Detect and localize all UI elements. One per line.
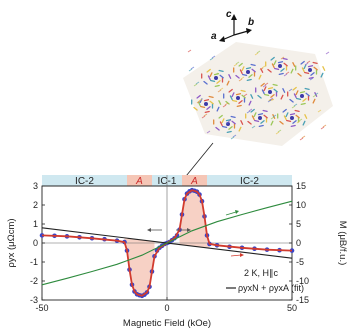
y-left-tick-label: 3 <box>33 181 38 191</box>
phase-band-label-0: IC-2 <box>75 176 94 187</box>
y-axis-right-label: M (μB/f.u.) <box>337 221 348 266</box>
x-axis-label: Magnetic Field (kOe) <box>123 318 211 329</box>
skyrmion-lattice-illustration <box>183 42 333 146</box>
y-left-tick-label: -3 <box>30 295 38 305</box>
y-left-tick-label: -2 <box>30 276 38 286</box>
phase-band-4 <box>207 175 292 186</box>
x-tick-label: -50 <box>35 303 48 313</box>
phase-band-3 <box>182 175 207 186</box>
y-right-tick-label: -10 <box>296 276 309 286</box>
x-tick-label: 0 <box>164 303 169 313</box>
phase-band-label-3: A <box>190 176 198 187</box>
y-right-tick-label: 0 <box>296 238 301 248</box>
crystal-axis-a-label: a <box>211 31 217 42</box>
y-right-tick-label: 10 <box>296 200 306 210</box>
phase-band-1 <box>127 175 152 186</box>
y-axis-left-label: ρyx (μΩcm) <box>6 218 17 267</box>
legend: ρyxN + ρyxA (fit) <box>226 283 304 293</box>
phase-band-label-1: A <box>135 176 143 187</box>
condition-annotation: 2 K, H∥c <box>244 268 279 278</box>
y-right-tick-label: 5 <box>296 219 301 229</box>
crystal-axis-b-label: b <box>248 17 254 28</box>
y-right-tick-label: -5 <box>296 257 304 267</box>
y-left-tick-label: 0 <box>33 238 38 248</box>
phase-band-0 <box>42 175 127 186</box>
y-left-tick-label: -1 <box>30 257 38 267</box>
y-right-tick-label: -15 <box>296 295 309 305</box>
direction-arrows <box>147 210 244 257</box>
phase-band-label-4: IC-2 <box>240 176 259 187</box>
y-left-tick-label: 1 <box>33 219 38 229</box>
y-left-tick-label: 2 <box>33 200 38 210</box>
crystal-axes: c b a <box>211 9 254 42</box>
legend-entry-fit: ρyxN + ρyxA (fit) <box>238 283 304 293</box>
connector-line <box>181 142 214 182</box>
data-series <box>39 175 295 300</box>
x-tick-label: 50 <box>287 303 297 313</box>
crystal-axis-c-label: c <box>226 9 232 20</box>
y-right-tick-label: 15 <box>296 181 306 191</box>
series-line-3 <box>41 200 293 286</box>
